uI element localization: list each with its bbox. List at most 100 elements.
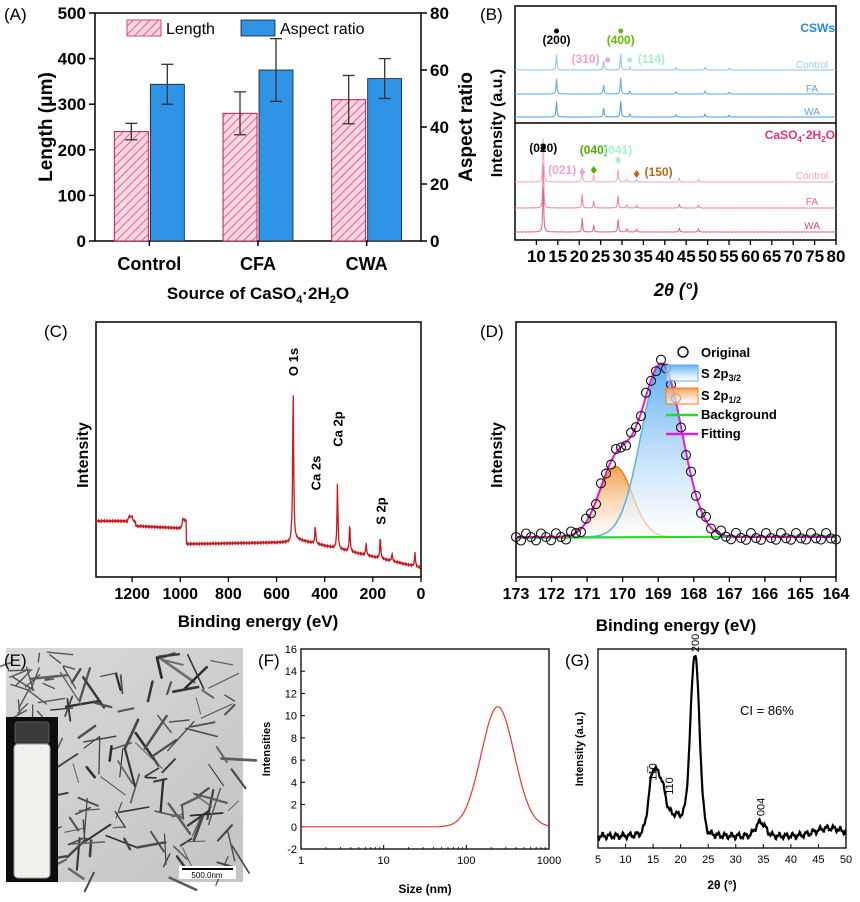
needle-crystal — [11, 675, 35, 692]
needle-crystal — [216, 824, 233, 842]
panel-g: (G) 5 10 15 20 25 30 35 40 45 50 11̅0 110 200 004 CI… — [565, 634, 852, 892]
peak-label: O 1s — [286, 348, 301, 376]
x-tick-label: 800 — [215, 586, 242, 603]
needle-crystal — [182, 847, 194, 870]
needle-crystal — [161, 758, 176, 774]
panel-b: (B) 10 15 20 25 30 35 40 45 50 55 60 65 70 75 80 Contr… — [480, 5, 845, 300]
panel-g-ylabel: Intensity (a.u.) — [574, 711, 586, 786]
panel-g-label: (G) — [565, 651, 590, 670]
original-point — [735, 532, 747, 543]
needle-crystal — [24, 674, 41, 688]
vial-suspension — [13, 743, 51, 879]
x-tick-label: 5 — [595, 854, 601, 866]
x-tick-label: 169 — [645, 586, 672, 603]
y-tick-label: 10 — [285, 711, 297, 723]
original-point — [590, 499, 602, 510]
panel-a-categories: Control CFA CWA — [117, 241, 388, 274]
x-tick-label: 50 — [840, 854, 852, 866]
legend-aspect-label: Aspect ratio — [280, 21, 365, 38]
needle-crystal — [149, 830, 165, 853]
panel-d-frame — [515, 321, 837, 578]
needle-crystal — [163, 833, 167, 865]
original-point — [530, 535, 542, 546]
peak-marker — [618, 28, 624, 34]
needle-crystal — [207, 787, 222, 826]
vial-cap — [14, 721, 50, 745]
needle-crystal — [168, 876, 198, 892]
panel-c-peak-labels: O 1s Ca 2s Ca 2p S 2p — [286, 348, 388, 525]
needle-crystal — [117, 707, 135, 713]
peak-marker — [627, 57, 633, 63]
needle-crystal — [62, 665, 77, 690]
x-tick-label: 10 — [378, 855, 390, 867]
needle-crystal — [44, 678, 55, 681]
original-point — [685, 466, 697, 477]
panel-c: (C) 1200 1000 800 600 400 200 0 O 1s Ca 2s Ca 2p… — [44, 321, 426, 631]
panel-a-bars — [113, 38, 403, 242]
needle-crystal — [118, 806, 150, 814]
x-tick-label: 30 — [730, 854, 742, 866]
needle-crystal — [44, 674, 59, 681]
needle-crystal — [85, 765, 96, 779]
needle-crystal — [175, 855, 187, 869]
y-tick-label: 2 — [291, 800, 297, 812]
bar-aspect-ratio — [149, 83, 185, 242]
needle-crystal — [208, 672, 240, 689]
peak-marker — [554, 28, 560, 34]
needle-crystal — [124, 748, 136, 788]
needle-crystal — [227, 800, 239, 812]
original-point — [545, 535, 557, 546]
needle-crystal — [200, 703, 233, 719]
original-point — [510, 531, 522, 543]
needle-crystal — [49, 654, 62, 664]
original-point — [595, 478, 607, 489]
needle-crystal — [183, 665, 209, 691]
panel-g-peak-labels: 11̅0 110 200 004 — [648, 634, 768, 816]
original-point — [740, 534, 752, 545]
needle-crystal — [172, 685, 200, 694]
x-tick-label: 25 — [591, 247, 610, 266]
needle-crystal — [129, 773, 141, 804]
needle-crystal — [191, 818, 201, 837]
needle-crystal — [136, 841, 167, 849]
original-point — [605, 459, 617, 470]
panel-b-xlabel: 2θ (°) — [653, 280, 698, 300]
peak-label: S 2p — [373, 497, 388, 525]
needle-crystal — [184, 727, 218, 738]
x-tick-label: 172 — [538, 586, 565, 603]
peak-marker — [540, 144, 547, 152]
original-point — [630, 422, 642, 433]
peak-label: Ca 2s — [308, 456, 323, 491]
needle-crystal — [123, 718, 140, 750]
x-tick-label: 15 — [548, 247, 567, 266]
x-tick-label: 15 — [647, 854, 659, 866]
original-point — [515, 535, 527, 546]
needle-crystal — [98, 736, 101, 775]
needle-crystal — [0, 661, 12, 668]
needle-crystal — [83, 871, 95, 893]
y-tick-label: 200 — [58, 141, 86, 160]
x-tick-label: 40 — [785, 854, 797, 866]
original-point — [705, 523, 717, 534]
needle-crystal — [134, 731, 160, 767]
panel-b-top-title: CSWs — [800, 21, 835, 35]
y-tick-label: 500 — [58, 4, 86, 23]
original-point — [550, 528, 562, 539]
y-tick-label: 14 — [285, 666, 297, 678]
panel-d-legend: Original S 2p3/2 S 2p1/2 Background Fitt… — [665, 345, 777, 441]
y-tick-label: 100 — [58, 186, 86, 205]
y2-tick-label: 0 — [430, 232, 439, 251]
needle-crystal — [83, 736, 101, 749]
gypsum-trace-Control — [514, 138, 837, 183]
needle-crystal — [167, 802, 192, 835]
x-tick-label: 70 — [784, 247, 803, 266]
bar-aspect-ratio — [367, 78, 403, 242]
original-point — [570, 528, 582, 539]
needle-crystal — [180, 794, 202, 807]
legend-s12-swatch — [665, 387, 699, 405]
original-point — [690, 490, 702, 501]
panel-a-left-axis: 0 100 200 300 400 500 — [58, 4, 95, 251]
x-tick-label: 80 — [827, 247, 846, 266]
bar-length — [331, 99, 367, 242]
